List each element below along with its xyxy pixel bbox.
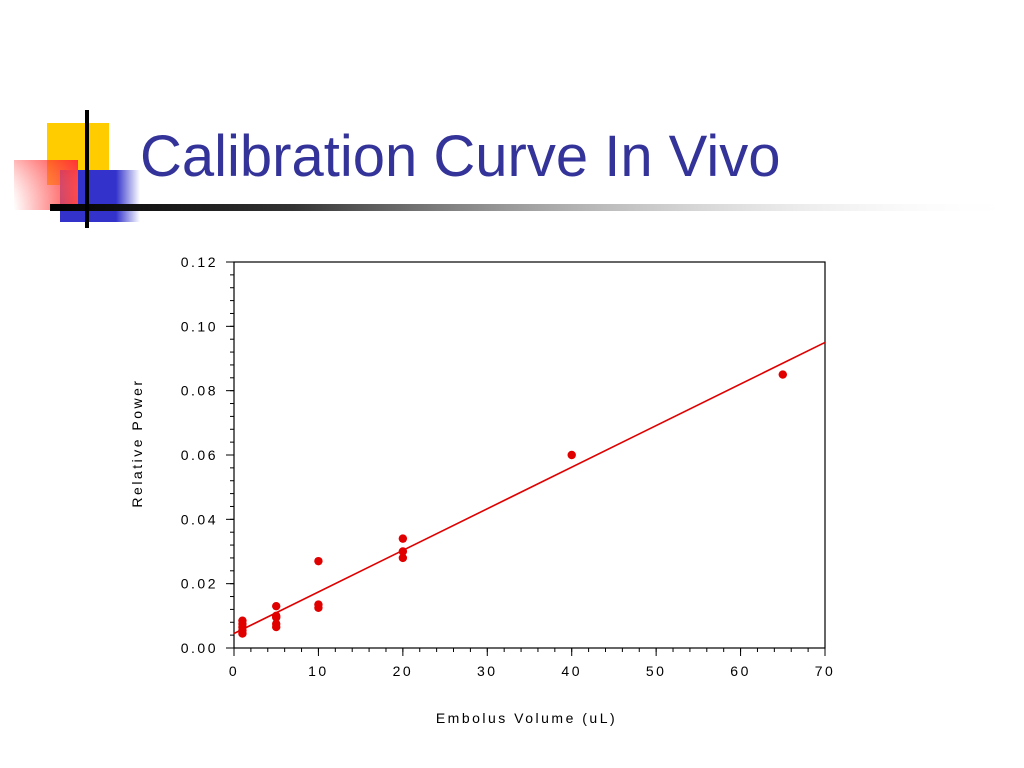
- y-tick-label: 0.00: [181, 640, 218, 656]
- x-tick-label: 0: [229, 663, 239, 679]
- y-tick-label: 0.12: [181, 254, 218, 270]
- y-tick-label: 0.02: [181, 576, 218, 592]
- y-tick-label: 0.08: [181, 383, 218, 399]
- y-tick-label: 0.10: [181, 318, 218, 334]
- x-tick-label: 20: [393, 663, 414, 679]
- slide-title: Calibration Curve In Vivo: [140, 124, 781, 189]
- deco-horizontal-bar: [50, 204, 1024, 211]
- data-point: [272, 619, 281, 629]
- data-point: [314, 600, 323, 609]
- regression-line: [233, 341, 826, 635]
- data-point: [272, 601, 281, 611]
- x-tick-label: 40: [561, 663, 582, 679]
- data-point: [567, 450, 576, 460]
- data-point: [398, 534, 408, 543]
- data-point: [272, 611, 281, 621]
- x-tick-label: 60: [730, 663, 751, 679]
- data-point: [238, 616, 247, 625]
- deco-vertical-bar: [85, 110, 89, 228]
- y-tick-label: 0.06: [181, 447, 218, 463]
- decorative-logo-graphic: [14, 110, 1024, 228]
- x-tick-label: 70: [815, 663, 836, 679]
- x-tick-label: 10: [308, 663, 329, 679]
- data-point: [398, 547, 408, 556]
- data-point: [778, 370, 787, 379]
- x-axis-label: Embolus Volume (uL): [436, 710, 617, 726]
- x-tick-label: 30: [477, 663, 498, 679]
- data-point: [398, 553, 408, 563]
- y-axis-label: Relative Power: [129, 378, 145, 507]
- x-tick-label: 50: [646, 663, 667, 679]
- data-point: [314, 556, 323, 566]
- y-tick-label: 0.04: [181, 511, 218, 527]
